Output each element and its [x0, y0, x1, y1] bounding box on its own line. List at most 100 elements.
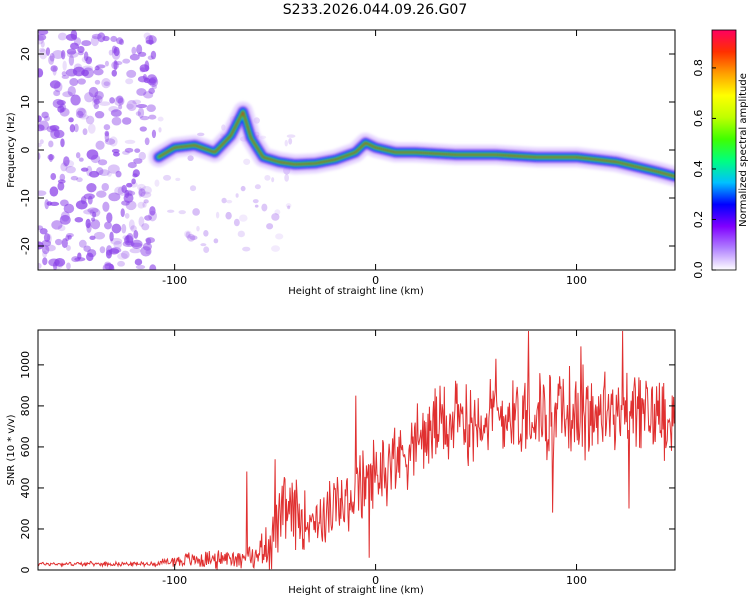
noise-blob [57, 32, 67, 41]
colorbar-label: Normalized spectral amplitude [738, 73, 749, 227]
noise-blob [83, 209, 95, 215]
spectrogram-xlabel: Height of straight line (km) [288, 286, 424, 297]
noise-blob [144, 137, 150, 146]
noise-blob [74, 217, 84, 223]
noise-blob [106, 171, 112, 177]
noise-blob [133, 158, 143, 164]
noise-blob [81, 40, 92, 47]
noise-blob [92, 95, 103, 104]
noise-blob [101, 182, 109, 192]
noise-blob [76, 177, 83, 183]
noise-blob [40, 40, 45, 48]
noise-blob [59, 214, 71, 225]
snr-ytick-label: 600 [19, 436, 32, 457]
noise-blob [50, 172, 57, 181]
noise-blob [51, 220, 63, 230]
noise-blob [95, 140, 105, 150]
noise-blob [50, 65, 58, 72]
noise-blob [75, 200, 88, 210]
noise-blob [126, 69, 137, 78]
noise-blob [38, 225, 44, 231]
noise-blob [104, 138, 116, 145]
noise-blob [240, 185, 246, 192]
noise-blob [72, 66, 85, 77]
noise-blob [140, 191, 152, 199]
noise-blob [38, 120, 50, 131]
colorbar-gradient [711, 29, 737, 271]
noise-blob [60, 138, 65, 148]
noise-blob [200, 243, 207, 247]
noise-blob [69, 78, 79, 86]
noise-blob [78, 157, 84, 162]
noise-blob [78, 239, 87, 248]
noise-blob [284, 174, 289, 182]
noise-blob [98, 169, 110, 176]
noise-blob [103, 124, 111, 131]
noise-blob [187, 155, 194, 162]
noise-blob [203, 229, 209, 237]
noise-blob [148, 78, 156, 84]
noise-blob [62, 159, 75, 168]
noise-blob [125, 235, 130, 244]
noise-blob [38, 142, 42, 148]
noise-blob [285, 203, 292, 208]
noise-blob [115, 170, 122, 178]
noise-blob [121, 223, 127, 234]
noise-blob [70, 30, 78, 40]
spectrogram-ylabel: Frequency (Hz) [6, 112, 17, 188]
noise-blob [137, 75, 148, 83]
spectrogram-ytick-label: -10 [19, 189, 32, 207]
noise-blob [77, 78, 86, 85]
spectrogram-xtick-label: -100 [162, 274, 187, 287]
noise-blob [286, 134, 296, 138]
noise-blob [117, 97, 124, 106]
noise-blob [134, 258, 143, 266]
noise-blob [70, 175, 79, 181]
noise-blob [117, 260, 125, 267]
noise-blob [94, 79, 101, 85]
noise-blob [43, 115, 51, 122]
noise-blob [102, 201, 110, 212]
noise-blob [109, 231, 114, 242]
noise-blob [271, 213, 280, 221]
noise-blob [38, 47, 46, 53]
noise-blob [139, 67, 146, 73]
noise-blob [147, 55, 154, 61]
noise-blob [145, 237, 152, 246]
noise-blob [75, 152, 81, 159]
noise-blob [122, 240, 135, 248]
noise-blob [92, 211, 97, 218]
noise-blob [104, 261, 112, 267]
noise-blob [133, 230, 139, 239]
noise-blob [184, 230, 192, 238]
noise-blob [264, 174, 271, 181]
noise-blob [151, 84, 157, 90]
noise-blob [135, 264, 146, 270]
doppler-track [148, 101, 675, 187]
noise-blob [80, 167, 89, 172]
noise-blob [131, 46, 137, 55]
noise-blob [104, 131, 110, 143]
figure-title: S233.2026.044.09.26.G07 [282, 2, 468, 18]
noise-blob [123, 193, 134, 203]
noise-blob [53, 89, 61, 97]
noise-blob [150, 50, 157, 60]
noise-blob [139, 126, 147, 132]
noise-blob [87, 249, 97, 258]
noise-blob [266, 223, 274, 230]
noise-blob [111, 61, 120, 70]
noise-blob [116, 95, 124, 104]
colorbar: 0.0 0.2 0.4 0.6 0.8 Normalized spectral ampl… [692, 29, 749, 279]
noise-blob [122, 150, 130, 155]
noise-blob [91, 217, 96, 222]
noise-blob [93, 103, 100, 110]
noise-blob [126, 182, 133, 188]
noise-blob [68, 117, 74, 123]
spectrogram-ytick-label: 20 [19, 47, 32, 61]
noise-blob [118, 104, 123, 110]
noise-blob [74, 257, 86, 262]
noise-blob [125, 103, 134, 110]
noise-blob [67, 86, 76, 97]
